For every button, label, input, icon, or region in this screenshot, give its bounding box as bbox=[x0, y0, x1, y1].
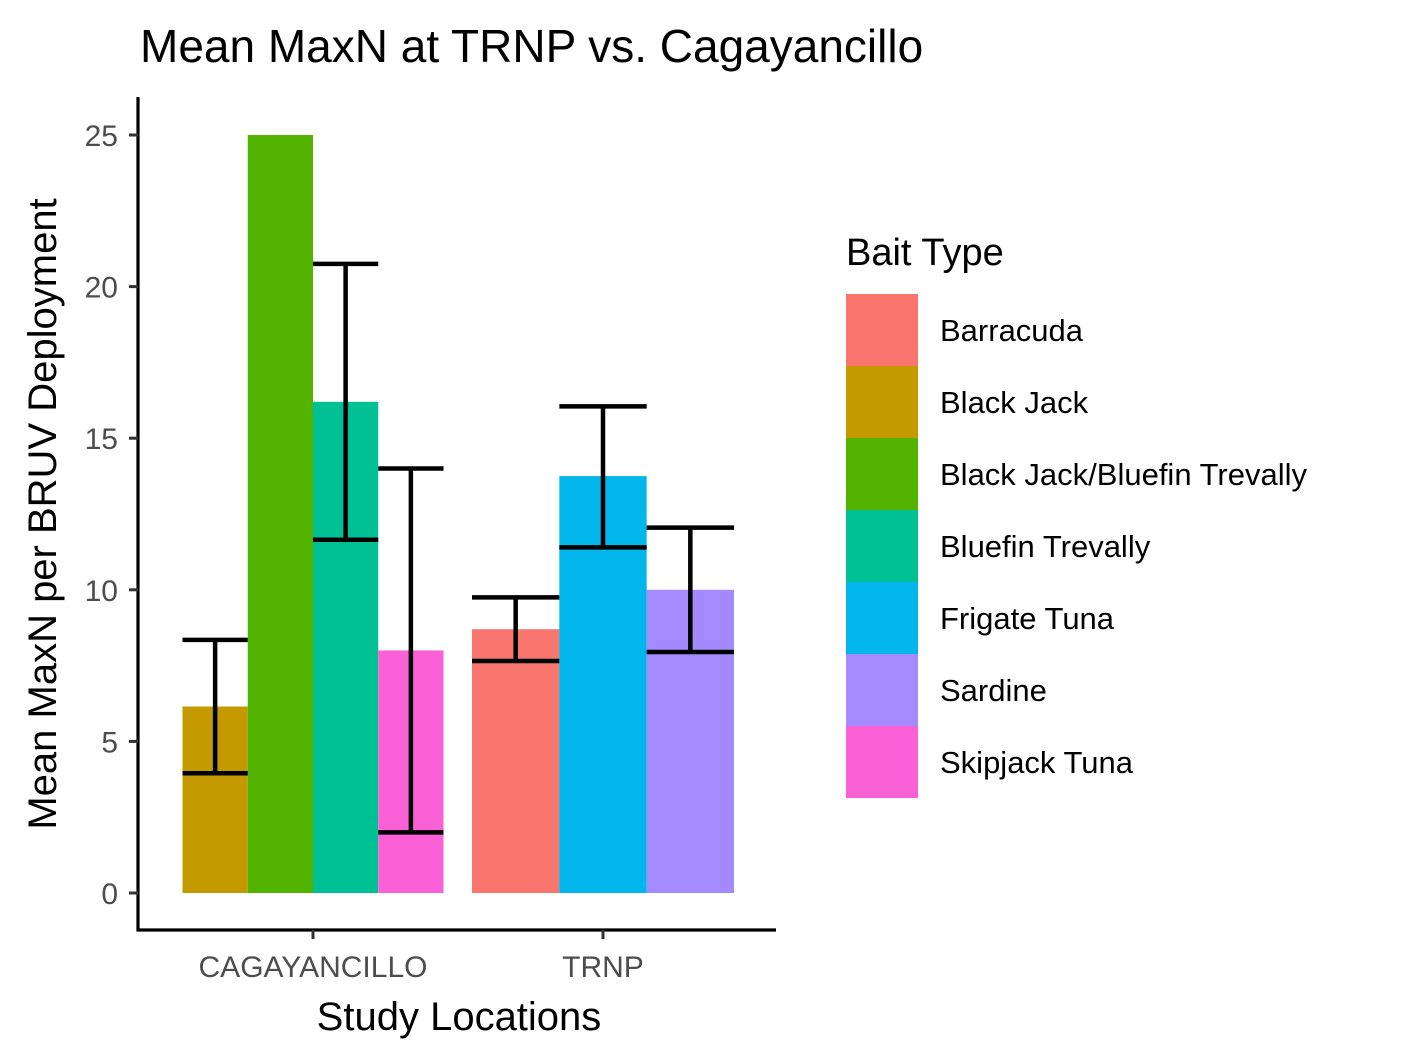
x-axis: CAGAYANCILLO TRNP bbox=[136, 928, 776, 984]
y-tick-label: 20 bbox=[85, 272, 118, 305]
legend-title: Bait Type bbox=[846, 232, 1004, 274]
legend-key-black-jack-bluefin-trevally bbox=[846, 438, 918, 510]
x-tick-label: TRNP bbox=[562, 951, 644, 984]
legend-label-black-jack-bluefin-trevally: Black Jack/Bluefin Trevally bbox=[940, 457, 1307, 492]
legend-label-black-jack: Black Jack bbox=[940, 385, 1089, 420]
legend-key-sardine bbox=[846, 654, 918, 726]
legend-label-frigate-tuna: Frigate Tuna bbox=[940, 601, 1115, 636]
legend: Bait Type Barracuda Black Jack Black Jack/… bbox=[846, 232, 1307, 798]
errorbar-trnp-barracuda bbox=[472, 595, 560, 664]
legend-label-sardine: Sardine bbox=[940, 673, 1047, 708]
errorbar-cagayancillo-bluefin-trevally bbox=[313, 261, 379, 543]
legend-key-frigate-tuna bbox=[846, 582, 918, 654]
legend-key-black-jack bbox=[846, 366, 918, 438]
errorbar-trnp-sardine bbox=[646, 525, 734, 655]
y-tick-label: 15 bbox=[85, 423, 118, 456]
legend-label-bluefin-trevally: Bluefin Trevally bbox=[940, 529, 1151, 564]
y-tick-label: 25 bbox=[85, 120, 118, 153]
bar-trnp-barracuda bbox=[472, 629, 560, 893]
errorbar-cagayancillo-black-jack bbox=[182, 637, 248, 776]
y-tick-label: 5 bbox=[101, 726, 118, 759]
bar-cagayancillo-black-jack-bluefin-trevally bbox=[247, 135, 313, 893]
errorbar-cagayancillo-skipjack-tuna bbox=[378, 466, 444, 835]
plot-area bbox=[182, 135, 734, 893]
legend-key-skipjack-tuna bbox=[846, 726, 918, 798]
legend-label-skipjack-tuna: Skipjack Tuna bbox=[940, 745, 1134, 780]
y-axis: 0 5 10 15 20 25 bbox=[85, 97, 140, 930]
y-tick-label: 10 bbox=[85, 575, 118, 608]
x-tick-label: CAGAYANCILLO bbox=[199, 951, 428, 984]
chart-title: Mean MaxN at TRNP vs. Cagayancillo bbox=[140, 20, 923, 72]
errorbar-trnp-frigate-tuna bbox=[559, 404, 647, 550]
x-axis-title: Study Locations bbox=[317, 995, 602, 1039]
legend-key-barracuda bbox=[846, 294, 918, 366]
legend-key-bluefin-trevally bbox=[846, 510, 918, 582]
y-tick-label: 0 bbox=[101, 878, 118, 911]
legend-label-barracuda: Barracuda bbox=[940, 313, 1084, 348]
y-axis-title: Mean MaxN per BRUV Deployment bbox=[21, 198, 65, 829]
